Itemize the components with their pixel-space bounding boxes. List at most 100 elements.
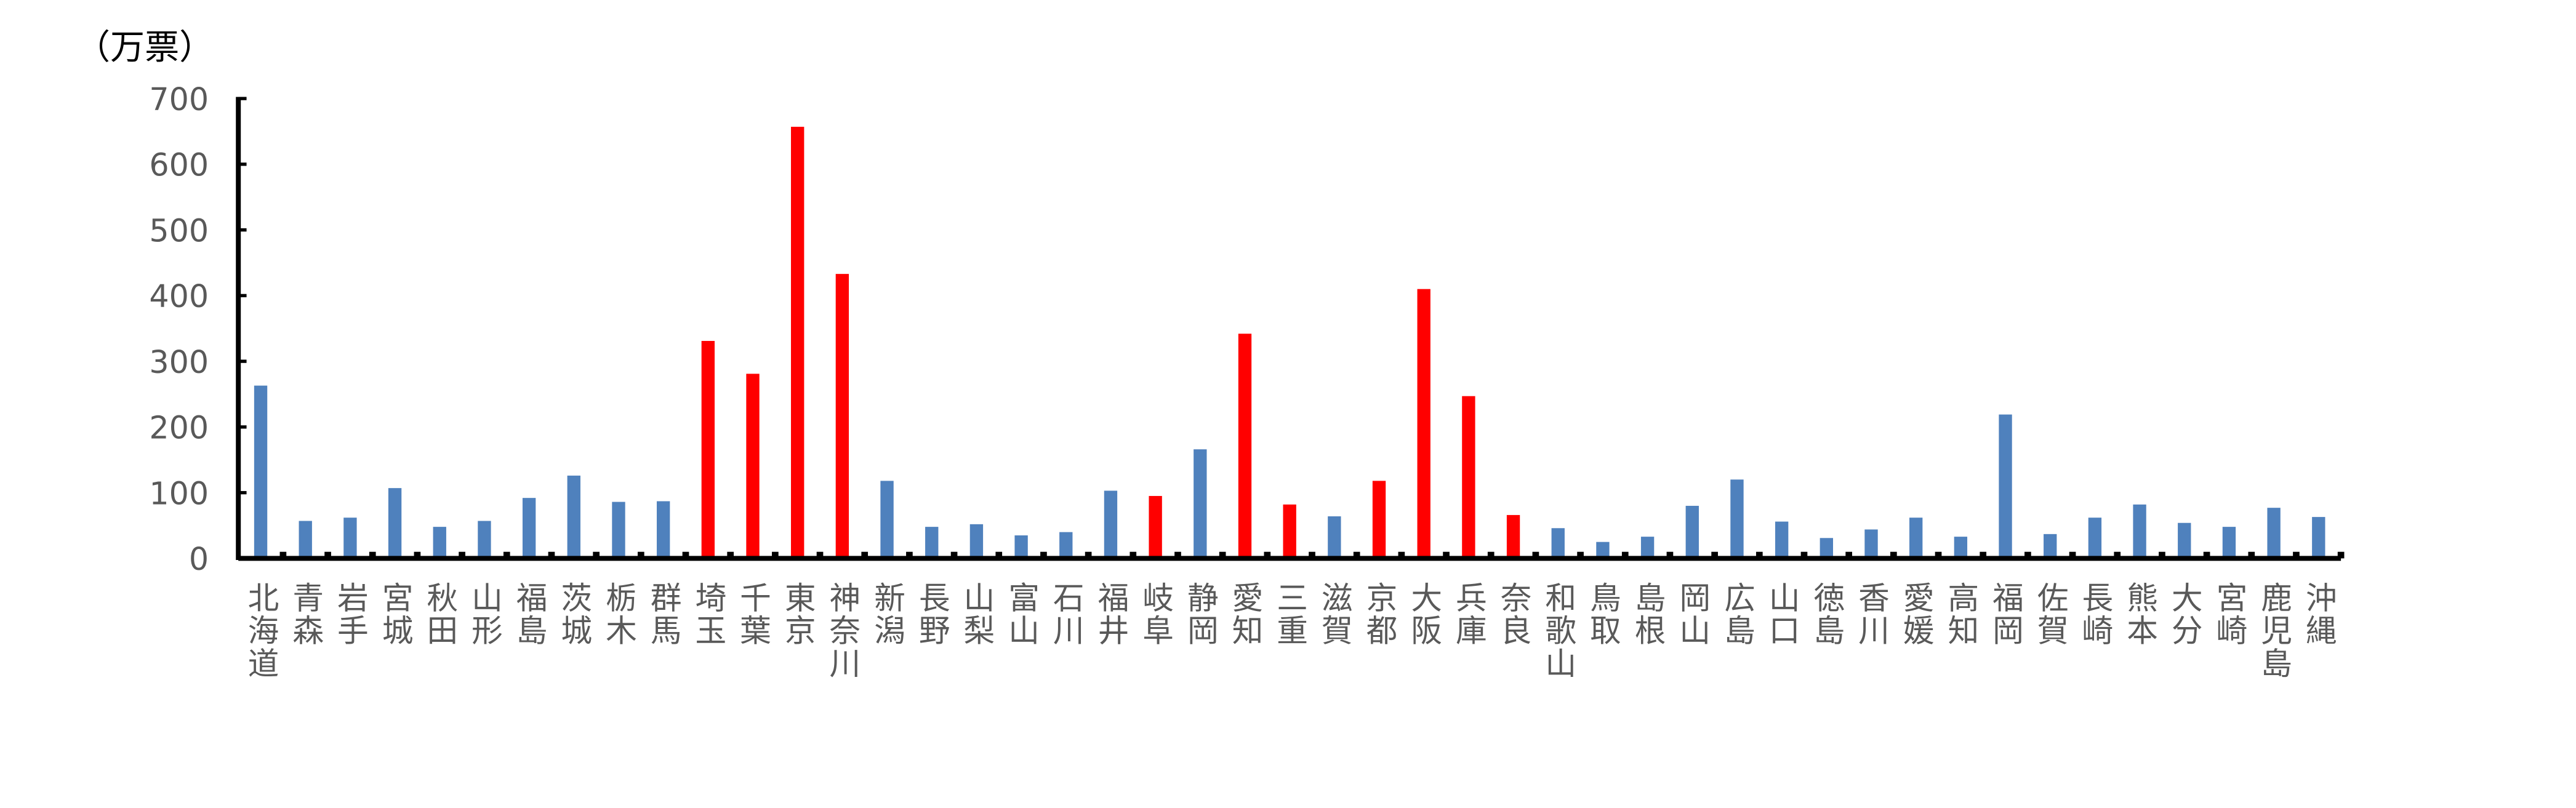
bar (1954, 537, 1968, 559)
x-tick-label: 福島 (511, 582, 547, 647)
x-tick-label: 兵庫 (1450, 582, 1487, 647)
bar (1640, 537, 1655, 559)
bar (835, 274, 849, 559)
bar (925, 527, 939, 559)
bar (701, 341, 715, 559)
x-tick (1532, 551, 1539, 559)
x-tick (772, 551, 779, 559)
x-tick (548, 551, 555, 559)
x-tick (1398, 551, 1405, 559)
x-tick (2337, 551, 2345, 559)
x-tick (1219, 551, 1226, 559)
x-tick-label: 栃木 (600, 582, 636, 647)
y-axis-label: （万票） (76, 28, 214, 68)
x-tick (1443, 551, 1450, 559)
x-tick (816, 551, 824, 559)
bar (1864, 529, 1878, 559)
x-tick-label: 徳島 (1808, 582, 1845, 647)
bar (2267, 508, 2281, 559)
bar (299, 521, 312, 559)
x-tick (2159, 551, 2165, 559)
x-tick (1264, 551, 1271, 559)
bar (1999, 414, 2012, 559)
x-tick (950, 551, 958, 559)
x-tick (2293, 551, 2300, 559)
x-tick-label: 神奈川 (824, 582, 861, 680)
x-tick (459, 551, 465, 559)
x-tick (995, 551, 1003, 559)
x-tick (2024, 551, 2031, 559)
x-tick-label: 新潟 (869, 582, 905, 647)
x-tick-label: 東京 (779, 582, 816, 647)
x-tick-label: 福岡 (1988, 582, 2024, 647)
x-tick-label: 沖縄 (2300, 582, 2337, 647)
bar (1238, 334, 1252, 559)
bar (1372, 481, 1386, 559)
x-tick (1085, 551, 1092, 559)
x-tick (906, 551, 913, 559)
x-tick (1130, 551, 1137, 559)
bar (746, 374, 760, 559)
x-tick-label: 長野 (913, 582, 950, 647)
bar (2312, 517, 2325, 559)
bar (478, 521, 491, 559)
x-tick-label: 高知 (1943, 582, 1979, 647)
x-tick (1621, 551, 1629, 559)
x-tick (2069, 551, 2076, 559)
bar (567, 475, 580, 559)
x-tick (682, 551, 689, 559)
x-tick-label: 鳥取 (1584, 582, 1621, 647)
x-tick-label: 長崎 (2077, 582, 2113, 647)
x-tick (1890, 551, 1897, 559)
x-tick-label: 広島 (1719, 582, 1755, 647)
x-tick-label: 愛媛 (1898, 582, 1934, 647)
x-tick-label: 茨城 (556, 582, 592, 647)
bar (1730, 479, 1744, 559)
x-tick-label: 大阪 (1406, 582, 1442, 647)
x-tick-label: 山口 (1763, 582, 1800, 647)
x-tick-label: 千葉 (735, 582, 771, 647)
x-tick (369, 551, 376, 559)
x-tick-label: 和歌山 (1540, 582, 1576, 680)
x-tick (1755, 551, 1763, 559)
y-tick-label: 300 (149, 344, 209, 380)
x-tick-label: 大分 (2166, 582, 2202, 647)
x-tick-label: 北海道 (243, 582, 279, 680)
bar (2133, 504, 2146, 559)
x-tick (1577, 551, 1584, 559)
bar (1417, 289, 1430, 559)
bar (433, 527, 446, 559)
bar (1775, 521, 1789, 559)
x-tick-label: 青森 (287, 582, 324, 647)
y-tick-label: 400 (149, 278, 209, 314)
x-tick-label: 鹿児島 (2256, 582, 2292, 680)
y-tick-label: 100 (149, 475, 209, 511)
x-tick-label: 静岡 (1182, 582, 1218, 647)
bar (343, 518, 357, 559)
x-tick (1711, 551, 1718, 559)
x-tick-label: 岡山 (1674, 582, 1711, 647)
bar (1104, 490, 1118, 559)
bar (656, 501, 670, 559)
x-tick-label: 秋田 (422, 582, 458, 647)
bar (2044, 534, 2057, 559)
x-tick-label: 宮城 (377, 582, 413, 647)
x-tick (1040, 551, 1047, 559)
bar (1820, 538, 1833, 559)
x-tick (1174, 551, 1181, 559)
x-tick (503, 551, 510, 559)
bar (969, 524, 984, 559)
x-tick (2203, 551, 2210, 559)
x-tick-label: 島根 (1629, 582, 1666, 647)
bar (880, 481, 894, 559)
x-tick-label: 滋賀 (1316, 582, 1352, 647)
bar (388, 488, 402, 559)
x-tick (1845, 551, 1852, 559)
bar (1014, 535, 1028, 559)
bar (2178, 522, 2191, 559)
y-tick-label: 200 (149, 410, 209, 446)
bar (612, 502, 625, 559)
x-tick-label: 福井 (1093, 582, 1129, 647)
x-tick (2114, 551, 2121, 559)
bar (1909, 518, 1923, 559)
